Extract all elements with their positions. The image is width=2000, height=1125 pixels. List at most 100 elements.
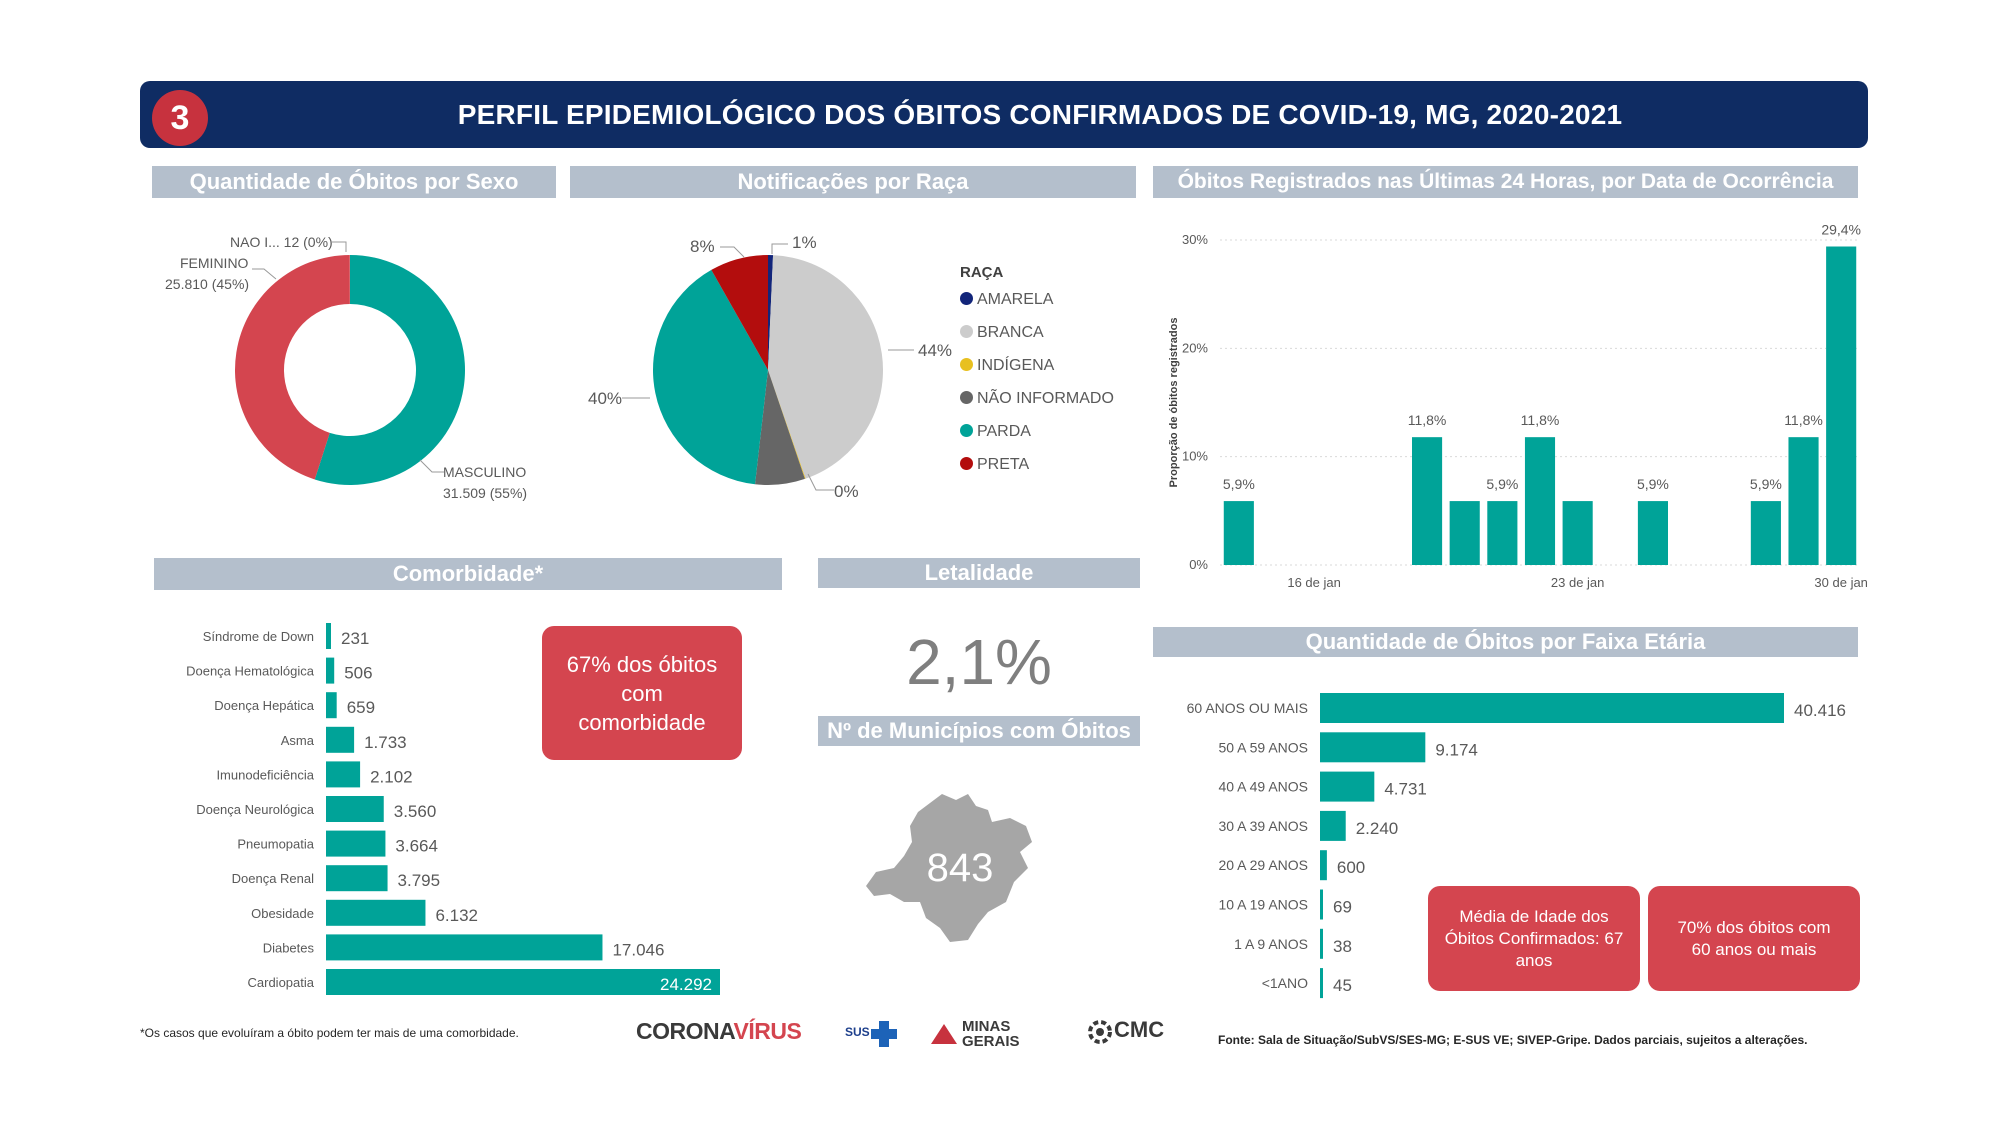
bar-1ano	[1320, 968, 1323, 999]
bar-doenca-hematologica	[326, 657, 335, 684]
pie-slice-parda	[653, 269, 768, 485]
section-number-badge: 3	[152, 90, 208, 146]
pie-slice-branca	[768, 255, 883, 479]
pie-leader-amarela	[771, 243, 788, 254]
section-header-faixa-etaria: Quantidade de Óbitos por Faixa Etária	[1153, 627, 1858, 657]
sus-logo: SUS	[845, 1025, 870, 1039]
ultimas24h-bar-chart: 0% 10% 20% 30% 5,9% 11,8% 5,9% 11,8% 5,9% 5,9% 11,…	[1168, 222, 1868, 591]
comorbidade-callout: 67% dos óbitos com comorbidade	[542, 626, 742, 760]
sexo-donut-chart	[234, 255, 466, 485]
bar-value-label: 5,9%	[1750, 476, 1782, 492]
raca-legend-swatch	[960, 325, 973, 338]
pie-leader-preta	[720, 246, 745, 258]
bar-pneumopatia	[326, 830, 386, 857]
bar-40-a-49-anos	[1320, 771, 1375, 802]
bar-value-label: 2.102	[370, 767, 413, 786]
donut-leader-nao-informado	[332, 241, 347, 252]
minas-gerais-logo: MINAS GERAIS	[962, 1019, 1020, 1049]
section-header-raca: Notificações por Raça	[570, 166, 1136, 198]
pie-slice-amarela	[768, 255, 774, 370]
bar-value-label: 5,9%	[1637, 476, 1669, 492]
bar-value-label: 11,8%	[1408, 412, 1447, 428]
raca-legend-item-branca: BRANCA	[960, 324, 1044, 342]
raca-legend-label: INDÍGENA	[977, 357, 1055, 374]
section-header-letalidade: Letalidade	[818, 558, 1140, 588]
bar-22-de-jan	[1524, 437, 1556, 565]
raca-legend-swatch	[960, 292, 973, 305]
bar-value-label: 9.174	[1435, 740, 1478, 759]
bar-20-de-jan	[1449, 501, 1480, 565]
bar-25-de-jan	[1637, 501, 1668, 565]
category-label: Doença Neurológica	[196, 802, 315, 817]
pie-label-nao-informado: 0%	[834, 482, 859, 501]
bar-23-de-jan	[1562, 501, 1593, 565]
bar-value-label: 4.731	[1384, 780, 1427, 799]
raca-legend-swatch	[960, 457, 973, 470]
bar-value-label: 231	[341, 629, 369, 648]
bar-value-label: 11,8%	[1521, 412, 1560, 428]
section-header-municipios: Nº de Municípios com Óbitos	[818, 716, 1140, 746]
donut-label-feminino-value: 25.810 (45%)	[165, 276, 250, 292]
corona-logo-part1: CORONA	[636, 1018, 734, 1044]
minas-gerais-triangle-icon	[931, 1024, 957, 1044]
bar-value-label: 3.664	[395, 837, 438, 856]
bar-value-label: 1.733	[364, 733, 407, 752]
category-label: 40 A 49 ANOS	[1218, 779, 1308, 795]
bar-14-de-jan	[1223, 501, 1254, 565]
bar-value-label: 3.795	[398, 871, 441, 890]
pie-leader-branca	[888, 349, 914, 351]
category-label: 1 A 9 ANOS	[1234, 936, 1308, 952]
category-label: Obesidade	[251, 906, 314, 921]
donut-label-masculino-name: MASCULINO	[443, 464, 527, 480]
category-label: Imunodeficiência	[216, 767, 314, 782]
donut-slice-masculino	[314, 255, 466, 485]
bar-value-label: 506	[344, 664, 372, 683]
category-label: Doença Hematológica	[186, 664, 315, 679]
bar-30-a-39-anos	[1320, 810, 1346, 841]
raca-legend-swatch	[960, 391, 973, 404]
raca-legend-item-amarela: AMARELA	[960, 291, 1053, 309]
donut-label-nao-informado: NAO I... 12 (0%)	[230, 234, 333, 250]
cmc-logo: CMC	[1114, 1017, 1165, 1042]
donut-leader-masculino	[419, 459, 444, 473]
bar-cardiopatia	[326, 969, 720, 995]
category-label: Doença Renal	[232, 871, 314, 886]
category-label: 60 ANOS OU MAIS	[1187, 700, 1308, 716]
bar-doenca-neurologica	[326, 796, 384, 822]
pie-label-branca: 44%	[918, 341, 953, 360]
y-tick-label: 20%	[1182, 340, 1208, 355]
y-tick-label: 10%	[1182, 449, 1208, 464]
bar-value-label: 38	[1333, 937, 1352, 956]
category-label: 20 A 29 ANOS	[1218, 857, 1308, 873]
bar-value-label: 24.292	[660, 975, 712, 994]
source-note: Fonte: Sala de Situação/SubVS/SES-MG; E-…	[1218, 1033, 1808, 1047]
bar-value-label: 659	[347, 698, 375, 717]
bar-1-a-9-anos	[1320, 928, 1323, 959]
bar-sindrome-de-down	[326, 623, 331, 649]
category-label: 10 A 19 ANOS	[1218, 897, 1308, 913]
pie-leader-nao-informado	[807, 473, 834, 491]
comorbidade-bar-chart: Síndrome de Down 231 Doença Hematológica 50…	[186, 623, 720, 995]
raca-legend-swatch	[960, 424, 973, 437]
raca-legend-item-preta: PRETA	[960, 456, 1029, 474]
bar-value-label: 2.240	[1356, 819, 1399, 838]
raca-pie-chart	[653, 255, 883, 485]
category-label: Doença Hepática	[214, 698, 314, 713]
minas-gerais-map-icon	[866, 794, 1032, 942]
pie-leader-parda	[622, 397, 650, 399]
raca-legend-swatch	[960, 358, 973, 371]
x-tick-label: 30 de jan	[1814, 575, 1868, 590]
bar-asma	[326, 726, 355, 753]
bar-value-label: 6.132	[435, 906, 478, 925]
corona-virus-logo: CORONAVÍRUS	[636, 1018, 802, 1045]
category-label: 30 A 39 ANOS	[1218, 818, 1308, 834]
bar-20-a-29-anos	[1320, 850, 1327, 881]
sus-cross-icon	[871, 1021, 897, 1047]
bar-value-label: 3.560	[394, 802, 437, 821]
raca-legend-label: BRANCA	[977, 324, 1044, 341]
minas-logo-line2: GERAIS	[962, 1033, 1020, 1050]
bar-28-de-jan	[1750, 501, 1781, 565]
bar-19-de-jan	[1412, 437, 1443, 565]
raca-legend-label: PRETA	[977, 456, 1030, 473]
bar-value-label: 17.046	[612, 940, 664, 959]
